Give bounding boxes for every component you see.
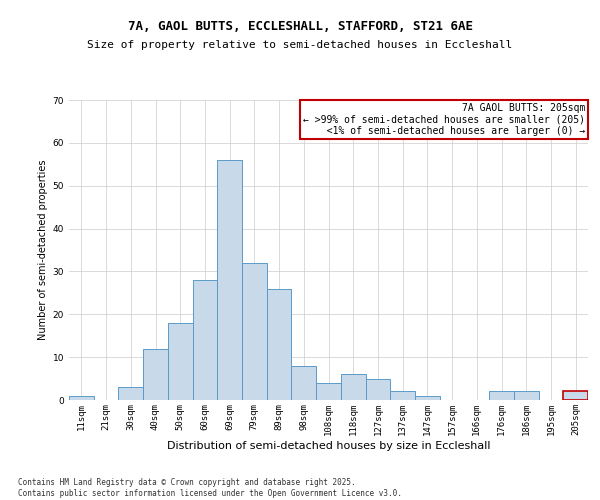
Text: 7A GAOL BUTTS: 205sqm
← >99% of semi-detached houses are smaller (205)
  <1% of : 7A GAOL BUTTS: 205sqm ← >99% of semi-det… <box>304 103 586 136</box>
Text: Contains HM Land Registry data © Crown copyright and database right 2025.
Contai: Contains HM Land Registry data © Crown c… <box>18 478 402 498</box>
Bar <box>563 392 588 400</box>
Bar <box>390 392 415 400</box>
Bar <box>69 396 94 400</box>
Bar <box>415 396 440 400</box>
Bar <box>143 348 168 400</box>
Text: 7A, GAOL BUTTS, ECCLESHALL, STAFFORD, ST21 6AE: 7A, GAOL BUTTS, ECCLESHALL, STAFFORD, ST… <box>128 20 473 32</box>
Bar <box>489 392 514 400</box>
X-axis label: Distribution of semi-detached houses by size in Eccleshall: Distribution of semi-detached houses by … <box>167 440 490 450</box>
Bar <box>217 160 242 400</box>
Bar <box>514 392 539 400</box>
Y-axis label: Number of semi-detached properties: Number of semi-detached properties <box>38 160 49 340</box>
Bar <box>168 323 193 400</box>
Text: Size of property relative to semi-detached houses in Eccleshall: Size of property relative to semi-detach… <box>88 40 512 50</box>
Bar <box>341 374 365 400</box>
Bar <box>118 387 143 400</box>
Bar <box>193 280 217 400</box>
Bar <box>242 263 267 400</box>
Bar <box>267 288 292 400</box>
Bar <box>292 366 316 400</box>
Bar <box>365 378 390 400</box>
Bar <box>316 383 341 400</box>
